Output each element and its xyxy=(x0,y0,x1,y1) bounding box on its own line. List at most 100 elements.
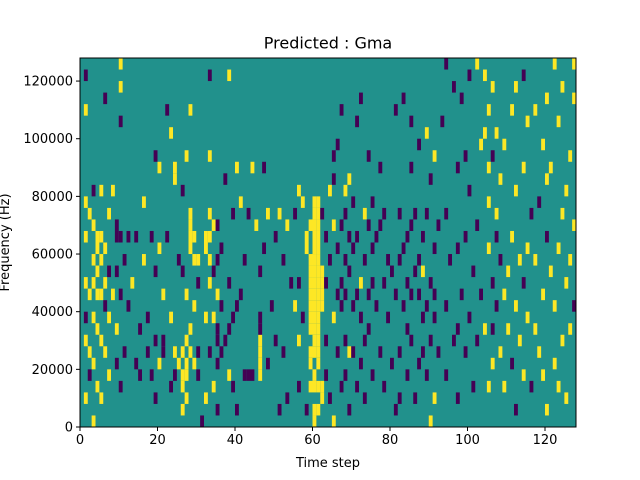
x-tick-label: 80 xyxy=(382,433,399,448)
heatmap-cell xyxy=(409,115,414,128)
heatmap-cell xyxy=(188,104,193,116)
heatmap-cell xyxy=(111,184,115,197)
heatmap-cell xyxy=(138,323,143,335)
heatmap-cell xyxy=(258,346,263,358)
heatmap-cell xyxy=(95,242,100,255)
heatmap-cell xyxy=(378,346,383,358)
heatmap-cell xyxy=(444,207,449,220)
heatmap-cell xyxy=(316,403,321,416)
heatmap-cell xyxy=(169,380,174,393)
heatmap-cell xyxy=(95,230,100,243)
heatmap-cell xyxy=(405,369,410,381)
heatmap-cell xyxy=(289,277,294,289)
heatmap-cell xyxy=(238,196,243,208)
heatmap-cell xyxy=(103,346,108,358)
heatmap-cell xyxy=(153,265,158,278)
heatmap-cell xyxy=(145,346,150,358)
heatmap-cell xyxy=(378,219,383,231)
heatmap-cell xyxy=(324,334,329,347)
heatmap-cell xyxy=(401,242,406,255)
heatmap-cell xyxy=(258,369,263,381)
heatmap-cell xyxy=(83,230,88,243)
heatmap-cell xyxy=(316,288,321,301)
heatmap-cell xyxy=(285,219,290,231)
heatmap-cell xyxy=(157,161,162,174)
heatmap-cell xyxy=(215,334,220,347)
heatmap-cell xyxy=(91,311,96,324)
heatmap-cell xyxy=(440,115,445,128)
heatmap-cell xyxy=(188,323,193,335)
heatmap-cell xyxy=(149,230,154,243)
heatmap-cell xyxy=(297,184,301,197)
heatmap-cell xyxy=(424,300,429,312)
heatmap-cell xyxy=(452,334,456,347)
heatmap-cell xyxy=(568,323,573,335)
heatmap-cell xyxy=(331,150,336,162)
heatmap-cell xyxy=(95,323,100,335)
x-tick-label: 120 xyxy=(533,433,558,448)
heatmap-cell xyxy=(91,254,96,266)
heatmap-cell xyxy=(107,311,112,324)
heatmap-cell xyxy=(479,288,484,301)
heatmap-cell xyxy=(269,300,274,312)
heatmap-cell xyxy=(320,265,325,278)
heatmap-cell xyxy=(95,265,100,278)
heatmap-cell xyxy=(87,369,92,381)
heatmap-cell xyxy=(475,58,480,70)
heatmap-cell xyxy=(262,242,267,255)
heatmap-cell xyxy=(506,265,511,278)
heatmap-cell xyxy=(196,346,201,358)
heatmap-cell xyxy=(99,184,104,197)
heatmap-cell xyxy=(374,230,379,243)
heatmap-cell xyxy=(242,254,247,266)
heatmap-cell xyxy=(231,380,236,393)
heatmap-cell xyxy=(490,357,495,370)
heatmap-cell xyxy=(545,230,549,243)
heatmap-cell xyxy=(277,403,282,416)
heatmap-cell xyxy=(359,311,363,324)
heatmap-cell xyxy=(510,104,515,116)
heatmap-cell xyxy=(122,346,127,358)
heatmap-cell xyxy=(541,369,546,381)
plot-frame xyxy=(79,57,577,428)
heatmap-cell xyxy=(320,207,325,220)
heatmap-cell xyxy=(552,357,557,370)
heatmap-cell xyxy=(514,403,518,416)
heatmap-cell xyxy=(355,115,360,128)
heatmap-cell xyxy=(339,104,344,116)
heatmap-cell xyxy=(118,58,123,70)
heatmap-cell xyxy=(475,219,480,231)
heatmap-cell xyxy=(87,207,92,220)
heatmap-cell xyxy=(366,219,371,231)
heatmap-cell xyxy=(537,196,542,208)
heatmap-cell xyxy=(463,150,468,162)
heatmap-cell xyxy=(517,334,522,347)
heatmap-cell xyxy=(351,300,356,312)
heatmap-cell xyxy=(161,288,166,301)
heatmap-cell xyxy=(424,207,429,220)
heatmap-cell xyxy=(207,277,212,289)
heatmap-cell xyxy=(432,150,437,162)
heatmap-cell xyxy=(521,69,526,82)
heatmap-cell xyxy=(204,311,208,324)
y-tick-label: 20000 xyxy=(32,363,73,378)
heatmap-cell xyxy=(506,323,511,335)
heatmap-cell xyxy=(370,196,375,208)
heatmap-cell xyxy=(188,346,193,358)
heatmap-cell xyxy=(312,311,317,324)
heatmap-cell xyxy=(114,219,119,231)
heatmap-cell xyxy=(281,254,286,266)
heatmap-cell xyxy=(149,369,154,381)
heatmap-cell xyxy=(494,300,499,312)
heatmap-cell xyxy=(293,207,298,220)
heatmap-cell xyxy=(541,138,546,151)
y-axis: 0 20000 40000 60000 80000 100000 120000 xyxy=(23,75,80,436)
heatmap-cell xyxy=(463,230,468,243)
heatmap-cell xyxy=(335,288,340,301)
heatmap-cell xyxy=(308,300,313,312)
heatmap-cell xyxy=(428,173,433,185)
heatmap-cell xyxy=(331,219,336,231)
heatmap-cell xyxy=(180,184,185,197)
heatmap-cell xyxy=(219,346,224,358)
heatmap-cell xyxy=(316,311,321,324)
